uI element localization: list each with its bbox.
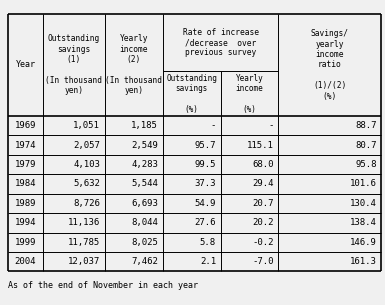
Text: 5,632: 5,632 [73,179,100,188]
Text: As of the end of November in each year: As of the end of November in each year [8,281,198,290]
Text: 101.6: 101.6 [350,179,377,188]
Text: 4,283: 4,283 [131,160,158,169]
Text: 2,549: 2,549 [131,141,158,149]
Text: 1994: 1994 [15,218,36,227]
Text: 95.7: 95.7 [194,141,216,149]
Text: 7,462: 7,462 [131,257,158,266]
Text: 146.9: 146.9 [350,238,377,247]
Text: 115.1: 115.1 [247,141,274,149]
Text: 1974: 1974 [15,141,36,149]
Text: Yearly
income

(%): Yearly income (%) [236,74,263,114]
Text: 1984: 1984 [15,179,36,188]
Text: 8,044: 8,044 [131,218,158,227]
Text: 6,693: 6,693 [131,199,158,208]
Text: 27.6: 27.6 [194,218,216,227]
Text: 2,057: 2,057 [73,141,100,149]
Text: 88.7: 88.7 [355,121,377,130]
Text: 138.4: 138.4 [350,218,377,227]
Text: 1969: 1969 [15,121,36,130]
Text: 1989: 1989 [15,199,36,208]
Text: 80.7: 80.7 [355,141,377,149]
Text: 8,025: 8,025 [131,238,158,247]
Text: -7.0: -7.0 [252,257,274,266]
Text: 5.8: 5.8 [200,238,216,247]
Text: 2004: 2004 [15,257,36,266]
Text: Outstanding
savings

(%): Outstanding savings (%) [166,74,217,114]
Text: -: - [268,121,274,130]
Text: 8,726: 8,726 [73,199,100,208]
Text: 12,037: 12,037 [68,257,100,266]
Text: 99.5: 99.5 [194,160,216,169]
Text: 11,785: 11,785 [68,238,100,247]
Text: Outstanding
savings
(1)

(In thousand
yen): Outstanding savings (1) (In thousand yen… [45,34,102,95]
Text: 95.8: 95.8 [355,160,377,169]
Text: 2.1: 2.1 [200,257,216,266]
Text: Yearly
income
(2)

(In thousand
yen): Yearly income (2) (In thousand yen) [105,34,162,95]
Text: Savings/
yearly
income
ratio

(1)/(2)
(%): Savings/ yearly income ratio (1)/(2) (%) [311,29,349,101]
Text: 20.2: 20.2 [252,218,274,227]
Text: 1,185: 1,185 [131,121,158,130]
Text: 1999: 1999 [15,238,36,247]
Text: 5,544: 5,544 [131,179,158,188]
Text: 20.7: 20.7 [252,199,274,208]
Text: -0.2: -0.2 [252,238,274,247]
Text: 11,136: 11,136 [68,218,100,227]
Text: Year: Year [15,60,35,69]
Text: Rate of increase
/decrease  over
previous survey: Rate of increase /decrease over previous… [182,28,259,57]
Text: 4,103: 4,103 [73,160,100,169]
Text: 37.3: 37.3 [194,179,216,188]
Text: 68.0: 68.0 [252,160,274,169]
Text: 161.3: 161.3 [350,257,377,266]
Text: 1,051: 1,051 [73,121,100,130]
Text: 1979: 1979 [15,160,36,169]
Text: 29.4: 29.4 [252,179,274,188]
Text: 130.4: 130.4 [350,199,377,208]
Text: -: - [211,121,216,130]
Text: 54.9: 54.9 [194,199,216,208]
